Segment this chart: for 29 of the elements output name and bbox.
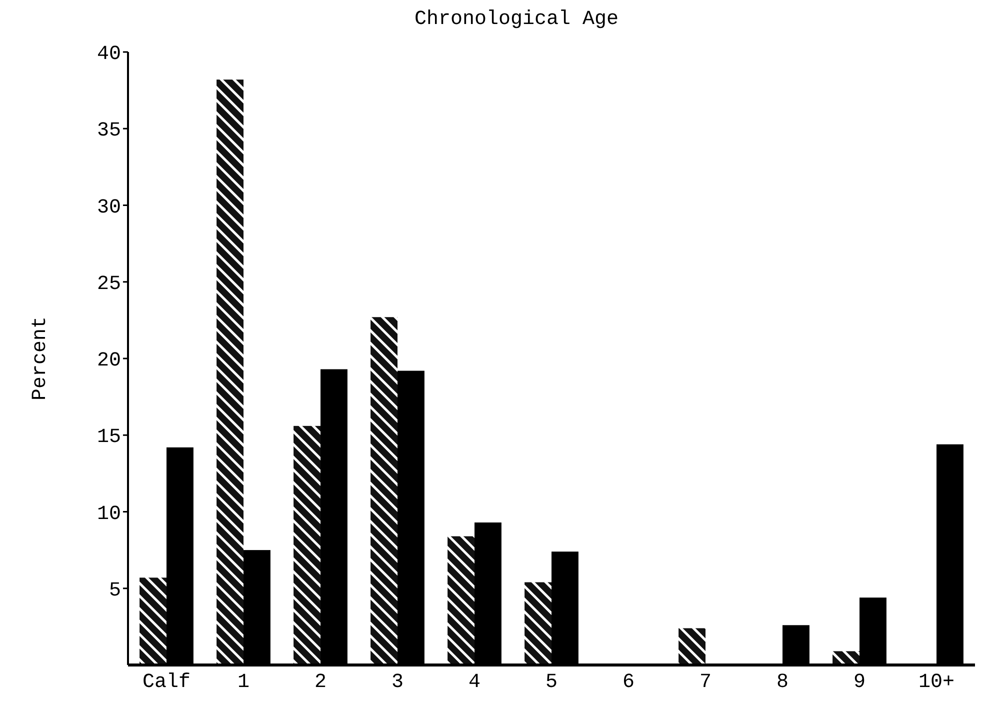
x-tick-label: 5 — [545, 671, 558, 694]
x-tick-label: 9 — [853, 671, 866, 694]
y-tick-label: 10 — [96, 502, 121, 526]
chart-title: Chronological Age — [414, 8, 619, 31]
x-tick-label: 7 — [699, 671, 712, 694]
bar — [524, 582, 552, 665]
x-tick-label: 10+ — [918, 671, 955, 694]
bar — [370, 317, 398, 665]
bar — [678, 628, 706, 665]
bar — [140, 578, 166, 665]
y-tick-label: 25 — [96, 272, 121, 296]
x-tick-label: 8 — [776, 671, 789, 694]
y-tick-label: 40 — [96, 43, 121, 66]
x-tick-label: Calf — [142, 671, 191, 694]
x-tick-label: 1 — [237, 671, 250, 694]
y-axis-title: Percent — [29, 316, 52, 401]
y-tick-label: 30 — [96, 196, 121, 220]
bar — [832, 651, 860, 665]
x-tick-label: 4 — [468, 671, 481, 694]
y-tick-label: 5 — [108, 579, 121, 602]
x-tick-label: 2 — [314, 671, 327, 694]
bar — [448, 536, 474, 665]
y-tick-label: 20 — [96, 350, 121, 372]
y-tick-label: 15 — [96, 426, 121, 450]
y-tick-label: 35 — [96, 120, 121, 143]
x-tick-label: 3 — [391, 671, 404, 694]
x-tick-label: 6 — [622, 671, 635, 694]
bar — [216, 80, 244, 665]
bar — [294, 426, 320, 665]
